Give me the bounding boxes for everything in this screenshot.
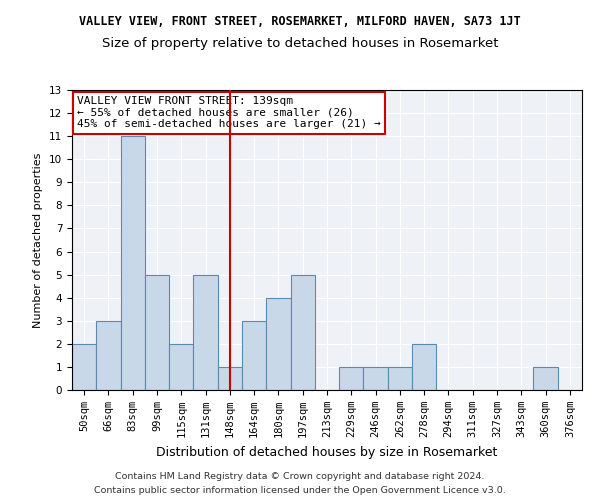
Text: VALLEY VIEW FRONT STREET: 139sqm
← 55% of detached houses are smaller (26)
45% o: VALLEY VIEW FRONT STREET: 139sqm ← 55% o… xyxy=(77,96,381,129)
Bar xyxy=(242,321,266,390)
Y-axis label: Number of detached properties: Number of detached properties xyxy=(34,152,43,328)
Bar xyxy=(339,367,364,390)
Text: Contains public sector information licensed under the Open Government Licence v3: Contains public sector information licen… xyxy=(94,486,506,495)
Bar xyxy=(72,344,96,390)
Bar xyxy=(169,344,193,390)
Bar xyxy=(96,321,121,390)
Bar xyxy=(388,367,412,390)
Text: VALLEY VIEW, FRONT STREET, ROSEMARKET, MILFORD HAVEN, SA73 1JT: VALLEY VIEW, FRONT STREET, ROSEMARKET, M… xyxy=(79,15,521,28)
Bar xyxy=(193,274,218,390)
Bar xyxy=(364,367,388,390)
Bar xyxy=(121,136,145,390)
Text: Size of property relative to detached houses in Rosemarket: Size of property relative to detached ho… xyxy=(102,38,498,51)
Bar xyxy=(266,298,290,390)
X-axis label: Distribution of detached houses by size in Rosemarket: Distribution of detached houses by size … xyxy=(157,446,497,458)
Bar xyxy=(218,367,242,390)
Bar xyxy=(412,344,436,390)
Bar xyxy=(290,274,315,390)
Text: Contains HM Land Registry data © Crown copyright and database right 2024.: Contains HM Land Registry data © Crown c… xyxy=(115,472,485,481)
Bar xyxy=(533,367,558,390)
Bar xyxy=(145,274,169,390)
